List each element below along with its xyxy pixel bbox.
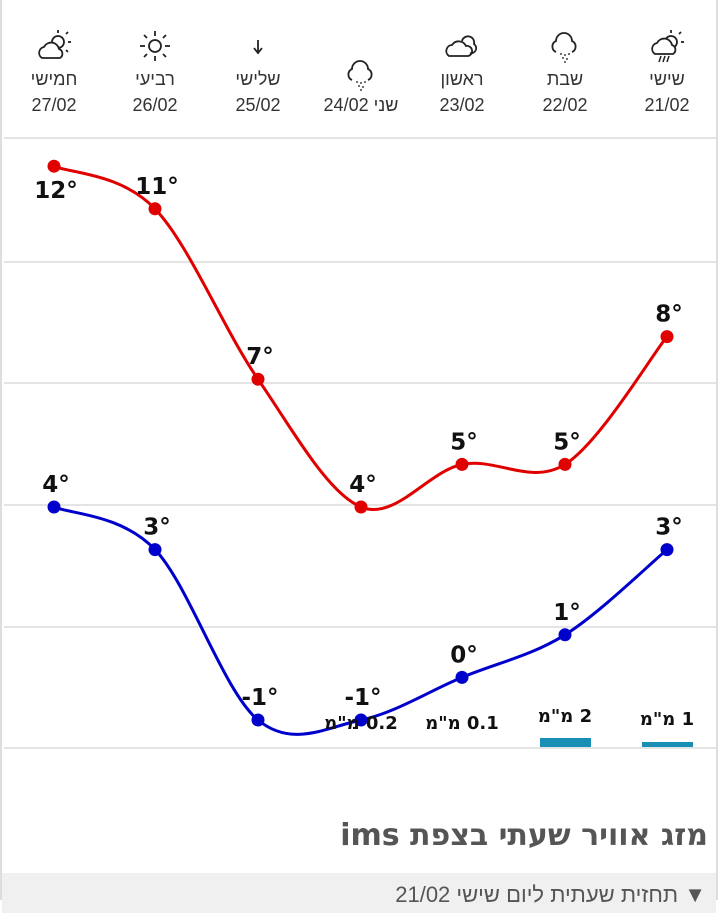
forecast-panel bbox=[0, 0, 718, 900]
data-label-min: -1° bbox=[344, 685, 381, 711]
data-point-max bbox=[660, 330, 674, 344]
partly-cloudy-rain-icon bbox=[617, 28, 717, 64]
data-point-min bbox=[455, 670, 469, 684]
temperature-chart: 8° 5° 5° 4° 7° 11° 12° 3° 1° 0° -1° -1° 3° 4° 1 מ"מ 2 מ… bbox=[4, 137, 716, 749]
precip-label: 1 מ"מ bbox=[640, 709, 694, 730]
precip-label: 0.2 מ"מ bbox=[324, 713, 398, 734]
day-date: 21/02 bbox=[644, 95, 690, 115]
precip-label: 0.1 מ"מ bbox=[425, 713, 499, 734]
data-label-min: 3° bbox=[655, 515, 683, 541]
precip-label: 2 מ"מ bbox=[538, 706, 592, 727]
data-point-min bbox=[660, 543, 674, 557]
day-27-02[interactable]: חמישי 27/02 bbox=[4, 28, 104, 116]
day-name: שלישי bbox=[235, 69, 281, 89]
data-label-min: 0° bbox=[450, 642, 478, 668]
day-21-02[interactable]: שישי 21/02 bbox=[617, 28, 717, 116]
hourly-title: מזג אוויר שעתי בצפת ims bbox=[340, 818, 708, 853]
data-point-max bbox=[47, 159, 61, 173]
data-point-min bbox=[251, 713, 265, 727]
day-date: 22/02 bbox=[542, 95, 588, 115]
series-line-max bbox=[53, 164, 669, 511]
data-label-max: 12° bbox=[34, 178, 78, 204]
data-point-max bbox=[251, 372, 265, 386]
data-point-max bbox=[354, 500, 368, 514]
day-date: 27/02 bbox=[31, 95, 77, 115]
data-label-min: 3° bbox=[143, 515, 171, 541]
data-label-max: 5° bbox=[450, 429, 478, 455]
data-point-max bbox=[455, 457, 469, 471]
day-name: שישי bbox=[649, 69, 685, 89]
sun-icon bbox=[105, 28, 205, 64]
data-point-min bbox=[148, 543, 162, 557]
hourly-toggle[interactable]: ▼ תחזית שעתית ליום שישי 21/02 bbox=[2, 873, 716, 913]
cloud-snow-icon bbox=[515, 28, 615, 64]
day-24-02[interactable]: שני 24/02 bbox=[311, 56, 411, 116]
day-25-02[interactable]: שלישי 25/02 bbox=[208, 28, 308, 116]
day-26-02[interactable]: רביעי 26/02 bbox=[105, 28, 205, 116]
precip-bar bbox=[540, 738, 591, 747]
day-name: חמישי bbox=[30, 69, 78, 89]
data-label-min: 1° bbox=[553, 600, 581, 626]
data-label-max: 8° bbox=[655, 302, 683, 328]
data-label-min: -1° bbox=[241, 685, 278, 711]
day-date: 25/02 bbox=[235, 95, 281, 115]
data-label-max: 7° bbox=[246, 344, 274, 370]
precip-bar bbox=[642, 742, 693, 747]
day-22-02[interactable]: שבת 22/02 bbox=[515, 28, 615, 116]
day-name: שני bbox=[373, 95, 399, 115]
data-label-max: 4° bbox=[349, 472, 377, 498]
data-point-max bbox=[558, 457, 572, 471]
day-name: ראשון bbox=[440, 69, 484, 89]
data-point-min bbox=[47, 500, 61, 514]
partly-cloudy-icon bbox=[4, 28, 104, 64]
clouds-icon bbox=[412, 28, 512, 64]
wind-arrow-down-icon bbox=[208, 28, 308, 64]
data-point-min bbox=[558, 628, 572, 642]
data-label-min: 4° bbox=[42, 472, 70, 498]
cloud-snow-icon bbox=[311, 56, 411, 92]
day-date: 24/02 bbox=[323, 95, 369, 115]
day-date: 23/02 bbox=[439, 95, 485, 115]
data-point-min bbox=[354, 713, 368, 727]
day-date: 26/02 bbox=[132, 95, 178, 115]
day-name: שבת bbox=[546, 69, 584, 89]
data-label-max: 5° bbox=[553, 429, 581, 455]
data-label-max: 11° bbox=[135, 174, 179, 200]
day-23-02[interactable]: ראשון 23/02 bbox=[412, 28, 512, 116]
day-name: רביעי bbox=[135, 69, 175, 89]
data-point-max bbox=[148, 202, 162, 216]
